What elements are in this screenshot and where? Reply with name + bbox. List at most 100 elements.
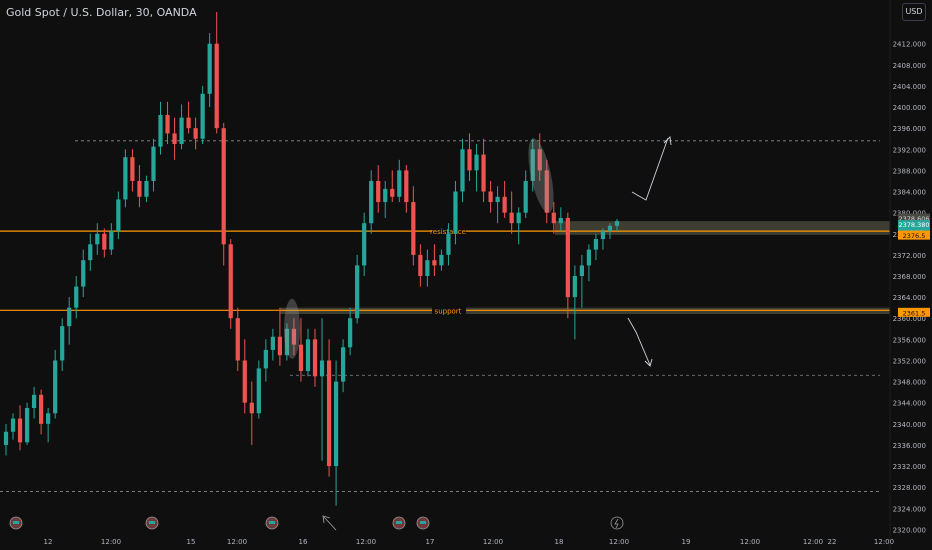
candle-body[interactable] bbox=[74, 286, 79, 308]
candle-body[interactable] bbox=[214, 43, 219, 129]
candle-body[interactable] bbox=[600, 231, 606, 240]
candle-body[interactable] bbox=[67, 307, 72, 327]
candle-body[interactable] bbox=[228, 244, 233, 319]
candle-body[interactable] bbox=[516, 212, 521, 224]
candle-body[interactable] bbox=[355, 265, 360, 319]
candle-body[interactable] bbox=[200, 93, 205, 139]
candle-body[interactable] bbox=[158, 114, 163, 147]
candle-body[interactable] bbox=[95, 233, 100, 245]
candle-body[interactable] bbox=[586, 249, 592, 266]
candle-body[interactable] bbox=[453, 191, 458, 234]
candle-body[interactable] bbox=[376, 180, 381, 203]
candle-body[interactable] bbox=[88, 244, 93, 261]
candle-body[interactable] bbox=[144, 180, 149, 197]
candle-body[interactable] bbox=[495, 196, 500, 203]
candle-body[interactable] bbox=[474, 154, 479, 171]
candle-body[interactable] bbox=[551, 212, 556, 224]
candle-body[interactable] bbox=[418, 254, 423, 276]
candle-body[interactable] bbox=[305, 339, 311, 372]
candle-body[interactable] bbox=[530, 149, 535, 181]
candle-body[interactable] bbox=[221, 128, 226, 245]
candle-body[interactable] bbox=[439, 254, 444, 266]
candle-body[interactable] bbox=[249, 402, 254, 414]
x-tick-label: 19 bbox=[682, 538, 691, 546]
candle-body[interactable] bbox=[614, 221, 620, 226]
candle-body[interactable] bbox=[284, 328, 290, 356]
candle-body[interactable] bbox=[10, 418, 16, 432]
candle-body[interactable] bbox=[256, 368, 261, 414]
candle-body[interactable] bbox=[579, 265, 584, 276]
candle-body[interactable] bbox=[165, 114, 170, 134]
price-zone bbox=[555, 221, 890, 235]
candle-body[interactable] bbox=[348, 318, 353, 348]
candle-body[interactable] bbox=[369, 180, 374, 224]
candle-body[interactable] bbox=[172, 133, 177, 144]
candle-body[interactable] bbox=[123, 157, 128, 200]
candle-body[interactable] bbox=[186, 117, 191, 129]
candle-body[interactable] bbox=[24, 408, 30, 443]
candle-body[interactable] bbox=[263, 349, 268, 369]
candle-body[interactable] bbox=[404, 170, 409, 203]
candle-body[interactable] bbox=[565, 217, 570, 298]
candle-body[interactable] bbox=[312, 339, 318, 377]
candle-body[interactable] bbox=[481, 154, 486, 192]
candle-body[interactable] bbox=[109, 231, 114, 250]
candle-body[interactable] bbox=[3, 431, 9, 445]
candle-body[interactable] bbox=[60, 326, 65, 361]
candle-body[interactable] bbox=[53, 360, 58, 414]
candle-body[interactable] bbox=[270, 336, 275, 350]
candle-body[interactable] bbox=[488, 191, 493, 203]
candle-body[interactable] bbox=[193, 128, 198, 139]
candle-body[interactable] bbox=[425, 260, 430, 276]
candle-body[interactable] bbox=[362, 223, 367, 266]
candle-body[interactable] bbox=[390, 188, 395, 197]
candle-body[interactable] bbox=[151, 146, 156, 181]
candle-body[interactable] bbox=[432, 260, 437, 266]
candle-body[interactable] bbox=[502, 196, 507, 213]
candle-body[interactable] bbox=[460, 149, 465, 192]
candle-body[interactable] bbox=[326, 360, 332, 467]
candle-body[interactable] bbox=[607, 225, 613, 232]
candle-body[interactable] bbox=[39, 394, 44, 424]
y-tick-label: 2372.000 bbox=[893, 252, 926, 260]
candles-layer[interactable] bbox=[3, 12, 620, 506]
candle-body[interactable] bbox=[558, 217, 563, 224]
candle-body[interactable] bbox=[137, 180, 142, 197]
candle-body[interactable] bbox=[298, 344, 304, 372]
candle-body[interactable] bbox=[446, 233, 451, 255]
x-tick-label: 12 bbox=[44, 538, 53, 546]
candle-body[interactable] bbox=[277, 336, 283, 356]
candle-body[interactable] bbox=[383, 188, 388, 203]
candle-body[interactable] bbox=[411, 202, 416, 255]
candle-body[interactable] bbox=[179, 117, 184, 144]
candle-body[interactable] bbox=[333, 381, 339, 467]
currency-button[interactable]: USD bbox=[902, 3, 926, 21]
candle-body[interactable] bbox=[319, 360, 325, 377]
y-axis[interactable]: 2320.000 2324.000 2328.000 2332.000 2336.000… bbox=[889, 0, 926, 550]
candle-body[interactable] bbox=[523, 180, 528, 213]
candle-body[interactable] bbox=[207, 43, 212, 94]
candle-body[interactable] bbox=[291, 328, 297, 345]
candle-body[interactable] bbox=[509, 212, 514, 224]
candle-body[interactable] bbox=[81, 260, 86, 287]
x-axis[interactable]: 12 12:00 15 12:00 16 12:00 17 12:00 18 12:00 19 12:… bbox=[44, 538, 895, 546]
candle-body[interactable] bbox=[116, 199, 121, 232]
y-tick-label: 2332.000 bbox=[893, 463, 926, 471]
lightning-icon[interactable] bbox=[610, 516, 624, 530]
candle-body[interactable] bbox=[340, 347, 346, 382]
candle-body[interactable] bbox=[31, 394, 37, 408]
candle-body[interactable] bbox=[544, 170, 549, 213]
candle-body[interactable] bbox=[572, 276, 577, 298]
candle-body[interactable] bbox=[242, 360, 247, 403]
candle-body[interactable] bbox=[102, 233, 107, 250]
candle-body[interactable] bbox=[46, 413, 51, 424]
candle-body[interactable] bbox=[235, 318, 240, 361]
x-tick-label: 12:00 bbox=[874, 538, 894, 546]
candle-body[interactable] bbox=[130, 157, 135, 181]
candle-body[interactable] bbox=[593, 239, 599, 250]
candle-body[interactable] bbox=[397, 170, 402, 197]
candle-body[interactable] bbox=[537, 149, 542, 171]
candle-body[interactable] bbox=[467, 149, 472, 171]
candle-body[interactable] bbox=[17, 418, 23, 443]
